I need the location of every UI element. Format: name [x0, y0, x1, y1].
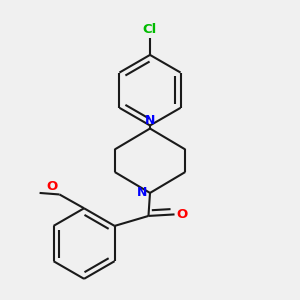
Text: N: N	[145, 114, 155, 127]
Text: Cl: Cl	[143, 22, 157, 36]
Text: O: O	[47, 180, 58, 193]
Text: N: N	[137, 186, 148, 200]
Text: O: O	[176, 208, 187, 221]
